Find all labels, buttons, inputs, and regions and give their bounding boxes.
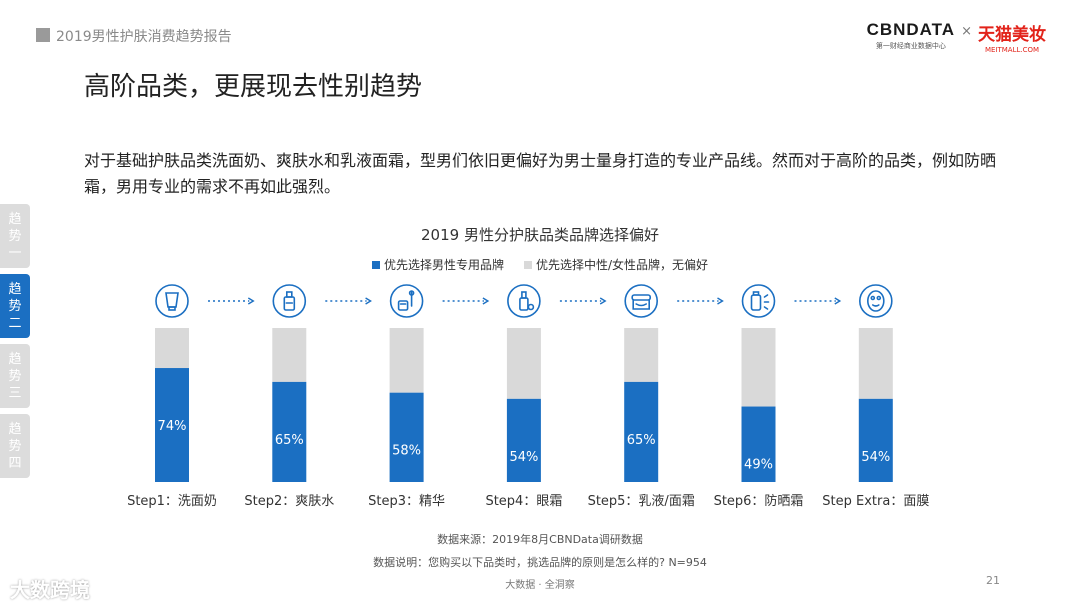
bar-data-label: 74% [158, 419, 187, 434]
bar-segment-male-brand [389, 392, 424, 482]
cbndata-logo-subtitle: 第一财经商业数据中心 [875, 42, 946, 50]
cleanser-tube-icon [155, 284, 189, 318]
side-nav-tab-char: 势 [8, 438, 22, 454]
icon-circle [272, 284, 307, 318]
bar-data-label: 65% [627, 433, 656, 448]
side-nav-tab-2[interactable]: 趋势二 [0, 274, 30, 338]
bar-segment-neutral-brand [272, 328, 307, 382]
icon-circle [507, 284, 541, 318]
cream-jar-icon [624, 284, 659, 318]
icon-circle [858, 284, 893, 318]
legend-swatch-neutral-brand [523, 260, 532, 269]
legend-label-neutral-brand: 优先选择中性/女性品牌，无偏好 [535, 258, 709, 272]
bar-data-label: 58% [392, 444, 421, 459]
bar-segment-neutral-brand [155, 328, 189, 369]
cbndata-logo: CBNDATA 第一财经商业数据中心 [867, 20, 956, 51]
bar-segment-male-brand [741, 406, 776, 482]
page-number: 21 [986, 574, 1000, 587]
side-nav: 趋势一趋势二趋势三趋势四 [0, 204, 30, 484]
side-nav-tab-4[interactable]: 趋势四 [0, 414, 30, 478]
step-arrow-head-icon [834, 297, 842, 305]
bar-segment-neutral-brand [506, 328, 541, 399]
bar-segment-neutral-brand [741, 328, 776, 407]
chart-legend: 优先选择男性专用品牌 优先选择中性/女性品牌，无偏好 [0, 256, 1080, 273]
side-nav-tab-3[interactable]: 趋势三 [0, 344, 30, 408]
legend-label-male-brand: 优先选择男性专用品牌 [383, 258, 504, 272]
side-nav-tab-char: 一 [8, 245, 22, 261]
chart-title: 2019 男性分护肤品类品牌选择偏好 [421, 226, 659, 244]
icon-circle [155, 284, 189, 318]
brand-separator: × [961, 24, 972, 39]
step-arrow-head-icon [247, 297, 255, 305]
side-nav-tab-char: 势 [8, 228, 22, 244]
bar-segment-male-brand [506, 398, 541, 482]
bar-segment-male-brand [155, 368, 189, 482]
bar-segment-neutral-brand [858, 328, 893, 399]
side-nav-tab-char: 趋 [8, 281, 22, 297]
category-label: Step2：爽肤水 [244, 494, 334, 509]
watermark-logo-text: 大数跨境 [10, 578, 90, 602]
legend-item-male-brand: 优先选择男性专用品牌 [371, 256, 504, 273]
legend-item-neutral-brand: 优先选择中性/女性品牌，无偏好 [523, 256, 709, 273]
bar-data-label: 65% [275, 433, 304, 448]
face-mask-icon [858, 284, 893, 318]
side-nav-tab-char: 三 [8, 385, 22, 401]
icon-circle [741, 284, 776, 318]
category-label: Step6：防晒霜 [714, 493, 804, 509]
icon-circle [624, 284, 659, 318]
side-nav-tab-char: 趋 [8, 421, 22, 437]
side-nav-tab-char: 趋 [8, 351, 22, 367]
bar-data-label: 49% [744, 458, 773, 473]
brand-logos: CBNDATA 第一财经商业数据中心 × 天猫美妆 MEITMALL.COM [867, 20, 1046, 54]
side-nav-tab-char: 四 [8, 455, 22, 471]
side-nav-tab-char: 二 [8, 315, 22, 331]
step-arrow-head-icon [482, 297, 490, 305]
icon-circle [389, 284, 424, 318]
bar-data-label: 54% [861, 450, 890, 465]
side-nav-tab-char: 趋 [8, 211, 22, 227]
eye-cream-icon [507, 284, 541, 318]
header-square-marker [36, 28, 50, 42]
step-arrow-head-icon [599, 297, 607, 305]
toner-bottle-icon [272, 284, 307, 318]
intro-paragraph: 对于基础护肤品类洗面奶、爽肤水和乳液面霜，型男们依旧更偏好为男士量身打造的专业产… [84, 151, 997, 196]
report-title: 2019男性护肤消费趋势报告 [56, 29, 232, 45]
sunscreen-icon [741, 284, 776, 318]
bar-segment-neutral-brand [389, 328, 424, 393]
step-arrow-head-icon [365, 297, 372, 305]
cbndata-logo-text: CBNDATA [866, 20, 956, 39]
bar-data-label: 54% [509, 450, 538, 465]
legend-swatch-male-brand [371, 260, 380, 269]
serum-dropper-icon [389, 284, 424, 318]
bar-segment-male-brand [624, 381, 659, 482]
bar-segment-neutral-brand [624, 328, 659, 382]
bar-segment-male-brand [272, 381, 307, 482]
step-arrow-head-icon [717, 297, 724, 305]
bar-segment-male-brand [858, 398, 893, 482]
category-label: Step5：乳液/面霜 [588, 494, 695, 509]
side-nav-tab-char: 势 [8, 368, 22, 384]
category-label: Step1：洗面奶 [127, 494, 217, 509]
page-title: 高阶品类，更展现去性别趋势 [84, 72, 423, 102]
tmall-logo-subtitle: MEITMALL.COM [984, 46, 1040, 54]
tmall-logo: 天猫美妆 MEITMALL.COM [978, 20, 1046, 54]
category-label: Step4：眼霜 [485, 494, 562, 509]
data-source: 数据来源：2019年8月CBNData调研数据 [437, 533, 643, 546]
watermark-logo: 大数跨境 [10, 574, 90, 603]
side-nav-tab-1[interactable]: 趋势一 [0, 204, 30, 268]
category-label: Step3：精华 [368, 494, 445, 509]
footer-tagline: 大数据 · 全洞察 [505, 580, 575, 591]
category-label: Step Extra：面膜 [822, 494, 929, 509]
tmall-logo-text: 天猫美妆 [978, 25, 1046, 45]
side-nav-tab-char: 势 [8, 298, 22, 314]
data-note: 数据说明：您购买以下品类时，挑选品牌的原则是怎么样的? N=954 [373, 556, 707, 569]
